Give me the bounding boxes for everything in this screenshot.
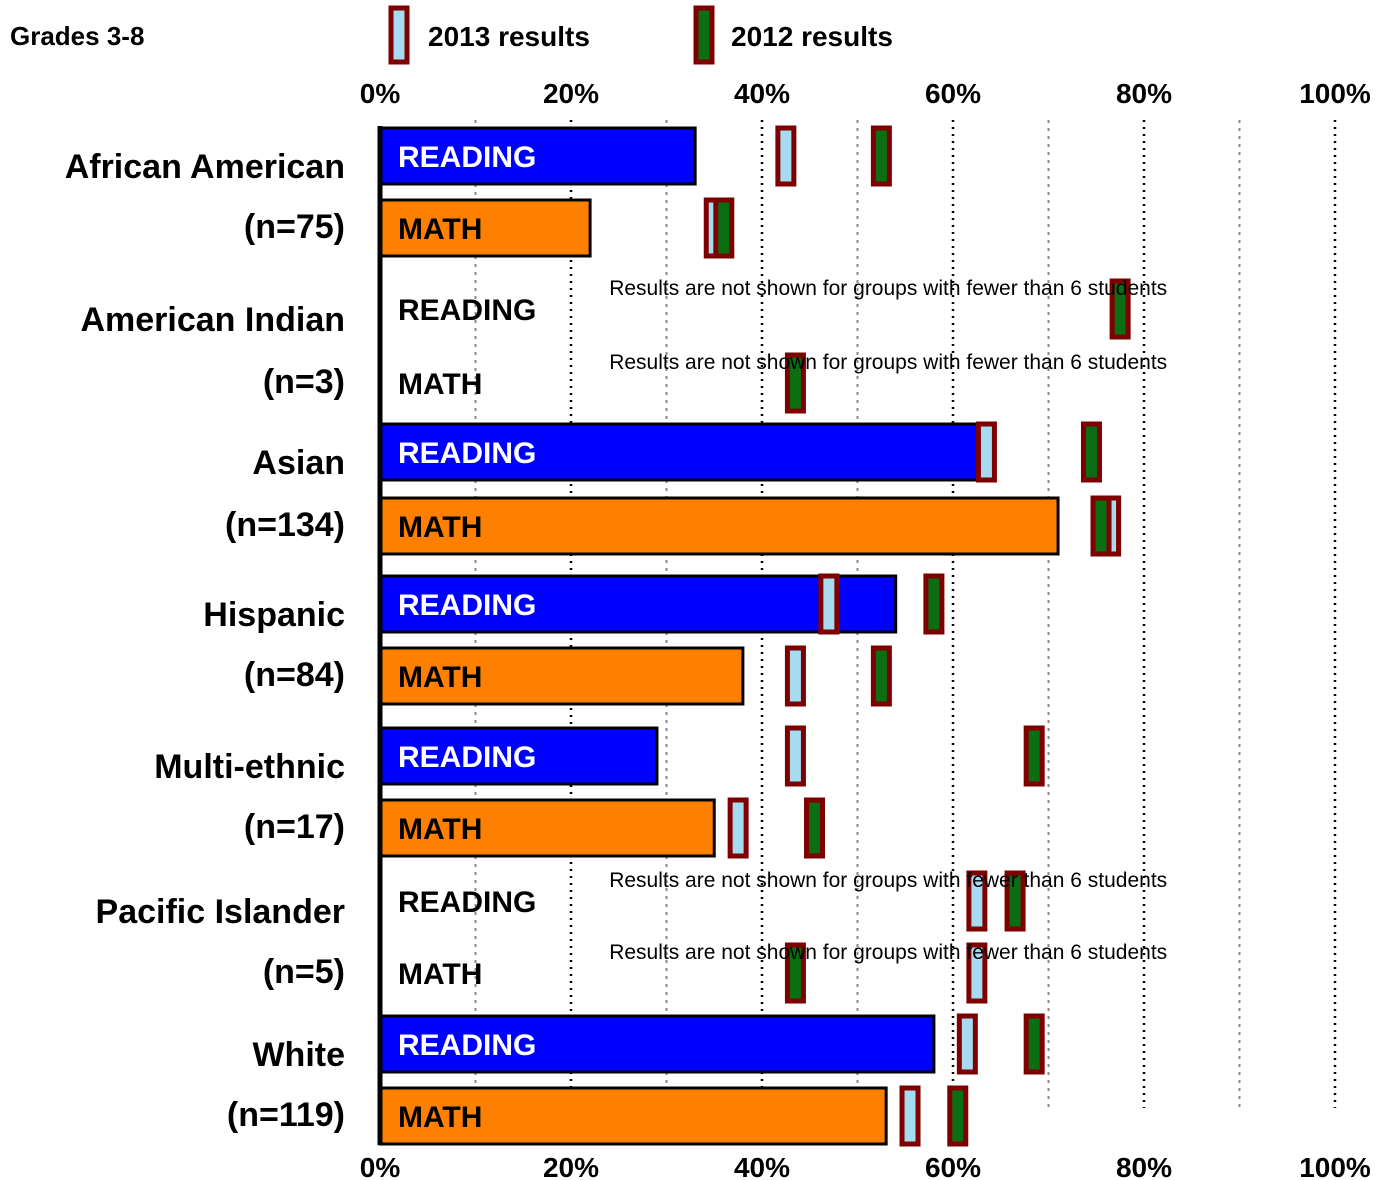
bar-reading <box>378 574 898 634</box>
legend-2012-label: 2012 results <box>731 21 893 52</box>
row-label-math: MATH <box>398 958 482 991</box>
legend-2013-label: 2013 results <box>428 21 590 52</box>
bar-math <box>378 496 1060 556</box>
row-label-reading: READING <box>398 141 536 174</box>
marker-2012 <box>870 645 892 707</box>
marker-2013 <box>966 870 988 932</box>
x-tick-label-bottom: 40% <box>734 1152 790 1180</box>
suppressed-note: Results are not shown for groups with fe… <box>609 351 1167 374</box>
group-count-label: (n=3) <box>263 363 345 401</box>
marker-2013 <box>818 573 840 635</box>
bars <box>378 126 1060 1146</box>
bar-math <box>378 198 592 258</box>
marker-2013 <box>775 125 797 187</box>
group-count-label: (n=84) <box>244 656 345 694</box>
year-markers <box>703 125 1131 1147</box>
row-label-reading: READING <box>398 437 536 470</box>
row-label-reading: READING <box>398 741 536 774</box>
group-count-label: (n=75) <box>244 208 345 246</box>
row-label-math: MATH <box>398 511 482 544</box>
group-count-label: (n=119) <box>227 1096 345 1134</box>
row-label-reading: READING <box>398 1029 536 1062</box>
marker-2012 <box>713 197 735 259</box>
marker-2013 <box>956 1013 978 1075</box>
x-tick-label-bottom: 0% <box>360 1152 401 1180</box>
marker-2012 <box>1109 278 1131 340</box>
row-label-reading: READING <box>398 886 536 919</box>
marker-2013 <box>727 797 749 859</box>
row-label-reading: READING <box>398 589 536 622</box>
group-label: African American <box>65 148 345 186</box>
x-tick-label-top: 0% <box>360 78 401 109</box>
chart-title: Grades 3-8 <box>10 21 144 51</box>
x-tick-label-top: 40% <box>734 78 790 109</box>
marker-2012 <box>1023 725 1045 787</box>
marker-2012 <box>870 125 892 187</box>
suppressed-note: Results are not shown for groups with fe… <box>609 869 1167 892</box>
x-tick-label-bottom: 80% <box>1116 1152 1172 1180</box>
row-label-math: MATH <box>398 661 482 694</box>
group-count-label: (n=17) <box>244 808 345 846</box>
marker-2012 <box>1090 495 1112 557</box>
legend-2012-swatch <box>693 5 715 65</box>
marker-2013 <box>784 645 806 707</box>
x-tick-label-bottom: 100% <box>1299 1152 1371 1180</box>
group-label: Hispanic <box>203 596 345 634</box>
group-label: Multi-ethnic <box>154 748 345 786</box>
marker-2013 <box>899 1085 921 1147</box>
marker-2013 <box>966 942 988 1004</box>
group-label: Pacific Islander <box>96 893 345 931</box>
group-count-label: (n=5) <box>263 953 345 991</box>
group-label: American Indian <box>80 301 345 339</box>
labels: 0% 0% 20% 20% 40% 40% 60% 60% 80% 80% 100% 100% Afri… <box>65 78 1371 1180</box>
x-tick-label-bottom: 60% <box>925 1152 981 1180</box>
row-label-reading: READING <box>398 294 536 327</box>
x-tick-label-top: 60% <box>925 78 981 109</box>
group-label: Asian <box>252 444 345 482</box>
x-tick-label-top: 80% <box>1116 78 1172 109</box>
marker-2012 <box>923 573 945 635</box>
row-label-math: MATH <box>398 368 482 401</box>
bar-reading <box>378 422 984 482</box>
marker-2012 <box>947 1085 969 1147</box>
row-label-math: MATH <box>398 213 482 246</box>
x-tick-label-top: 20% <box>543 78 599 109</box>
x-tick-label-bottom: 20% <box>543 1152 599 1180</box>
suppressed-note: Results are not shown for groups with fe… <box>609 941 1167 964</box>
suppressed-note: Results are not shown for groups with fe… <box>609 277 1167 300</box>
x-tick-label-top: 100% <box>1299 78 1371 109</box>
marker-2012 <box>784 942 806 1004</box>
marker-2012 <box>784 352 806 414</box>
group-label: White <box>252 1036 345 1074</box>
group-count-label: (n=134) <box>225 506 345 544</box>
marker-2012 <box>1080 421 1102 483</box>
marker-2012 <box>1023 1013 1045 1075</box>
bar-reading <box>378 726 659 786</box>
row-label-math: MATH <box>398 813 482 846</box>
marker-2012 <box>1004 870 1026 932</box>
marker-2012 <box>804 797 826 859</box>
marker-2013 <box>784 725 806 787</box>
row-label-math: MATH <box>398 1101 482 1134</box>
legend-2013-swatch <box>388 5 410 65</box>
marker-2013 <box>975 421 997 483</box>
